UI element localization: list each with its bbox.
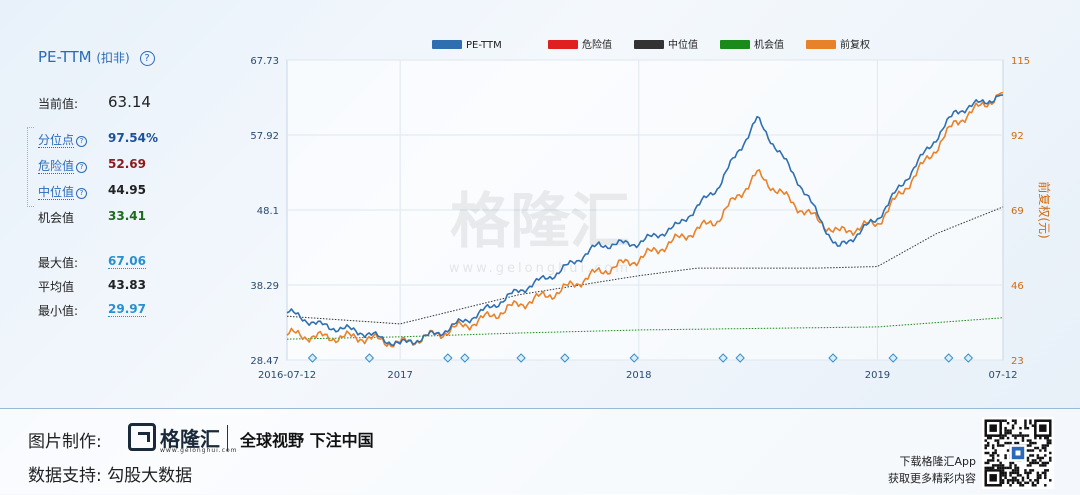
pe-ttm-chart: 67.73 57.92 48.1 38.29 28.47 115 92 69 46 23 前复权(元… (250, 38, 1052, 381)
legend-swatch[interactable] (634, 40, 664, 49)
event-marker[interactable] (307, 353, 318, 363)
x-tick-label: 2018 (626, 370, 651, 381)
slogan: 全球视野 下注中国 (240, 431, 374, 450)
watermark-url: www.gelonghui.com (449, 261, 631, 276)
data-support-label: 数据支持: 勾股大数据 (28, 466, 193, 486)
extreme-label: 平均值 (38, 280, 75, 294)
extreme-value: 43.83 (108, 278, 146, 292)
series-line-3 (287, 317, 1004, 340)
event-marker[interactable] (560, 353, 570, 363)
extreme-value: 67.06 (108, 254, 146, 269)
right-axis-label: 前复权(元) (1037, 181, 1052, 238)
more-content-text: 获取更多精彩内容 (888, 472, 976, 485)
download-app-text: 下载格隆汇App (899, 455, 977, 468)
logo-url: www.gelonghui.com (160, 447, 238, 454)
stat-value: 44.95 (108, 183, 146, 197)
stat-label[interactable]: 中位值 (38, 185, 75, 200)
footer-divider (227, 425, 228, 451)
help-icon[interactable]: ? (76, 136, 88, 147)
left-tick-label: 38.29 (250, 281, 279, 292)
event-marker[interactable] (718, 353, 728, 363)
stat-label[interactable]: 分位点 (38, 133, 75, 148)
event-marker[interactable] (888, 353, 898, 363)
event-marker[interactable] (364, 353, 375, 363)
logo-name: 格隆汇 (160, 427, 220, 451)
event-marker[interactable] (460, 353, 470, 363)
right-tick-label: 115 (1011, 56, 1030, 67)
event-marker[interactable] (828, 353, 838, 363)
left-tick-label: 67.73 (250, 56, 279, 67)
help-icon[interactable]: ? (139, 51, 155, 66)
stats-bracket (27, 127, 34, 207)
stat-row-1: 危险值? 52.69 (38, 157, 146, 174)
help-icon[interactable]: ? (76, 162, 88, 173)
x-tick-label: 2016-07-12 (258, 370, 316, 381)
event-marker[interactable] (629, 353, 639, 363)
legend-label[interactable]: 前复权 (840, 38, 870, 51)
stat-label[interactable]: 危险值 (38, 159, 75, 174)
right-tick-label: 23 (1011, 356, 1024, 367)
help-icon[interactable]: ? (76, 188, 88, 199)
right-tick-label: 46 (1011, 281, 1024, 292)
qr-code-icon[interactable] (982, 417, 1054, 489)
left-tick-label: 28.47 (250, 356, 279, 367)
extreme-row-1: 平均值 43.83 (38, 278, 146, 295)
metric-title-note: (扣非) (96, 51, 130, 65)
legend-swatch[interactable] (548, 40, 578, 49)
legend-swatch[interactable] (806, 40, 836, 49)
x-tick-label: 07-12 (988, 370, 1017, 381)
metric-title: PE-TTM (扣非) ? (38, 48, 155, 66)
made-by-label: 图片制作: (28, 432, 102, 452)
extreme-label: 最大值: (38, 256, 79, 270)
legend-label[interactable]: 机会值 (754, 38, 784, 51)
extreme-row-0: 最大值: 67.06 (38, 254, 146, 271)
extreme-value: 29.97 (108, 302, 146, 317)
current-value-row: 当前值: 63.14 (38, 93, 151, 112)
extreme-label: 最小值: (38, 304, 79, 318)
x-tick-label: 2019 (865, 370, 890, 381)
current-label: 当前值: (38, 97, 79, 111)
footer: 图片制作: 格隆汇 www.gelonghui.com 全球视野 下注中国 数据… (0, 408, 1080, 495)
right-tick-label: 92 (1011, 131, 1024, 142)
x-tick-label: 2017 (387, 370, 412, 381)
legend-label[interactable]: PE-TTM (466, 40, 502, 51)
stat-label: 机会值 (38, 211, 75, 225)
stats-panel: PE-TTM (扣非) ? 当前值: 63.14 分位点? 97.54% 危险值? 5… (0, 0, 240, 400)
event-marker[interactable] (963, 353, 974, 363)
right-tick-label: 69 (1011, 206, 1024, 217)
metric-title-label: PE-TTM (38, 48, 92, 66)
event-marker[interactable] (944, 353, 954, 363)
extreme-row-2: 最小值: 29.97 (38, 302, 146, 319)
series-line-2 (286, 206, 1004, 325)
legend-swatch[interactable] (432, 40, 462, 49)
legend-label[interactable]: 中位值 (668, 38, 698, 51)
stat-row-2: 中位值? 44.95 (38, 183, 146, 200)
stat-value: 33.41 (108, 209, 146, 223)
legend-swatch[interactable] (720, 40, 750, 49)
stat-row-3: 机会值 33.41 (38, 209, 146, 226)
stat-row-0: 分位点? 97.54% (38, 131, 158, 148)
legend-label[interactable]: 危险值 (582, 38, 612, 51)
left-tick-label: 48.1 (257, 206, 279, 217)
current-value: 63.14 (108, 93, 151, 111)
event-marker[interactable] (443, 353, 453, 363)
event-marker[interactable] (516, 353, 526, 363)
gelonghui-logo-icon (128, 423, 156, 451)
series-line-0 (286, 94, 1003, 347)
stat-value: 52.69 (108, 157, 146, 171)
event-marker[interactable] (735, 353, 745, 363)
stat-value: 97.54% (108, 131, 158, 145)
left-tick-label: 57.92 (250, 131, 279, 142)
